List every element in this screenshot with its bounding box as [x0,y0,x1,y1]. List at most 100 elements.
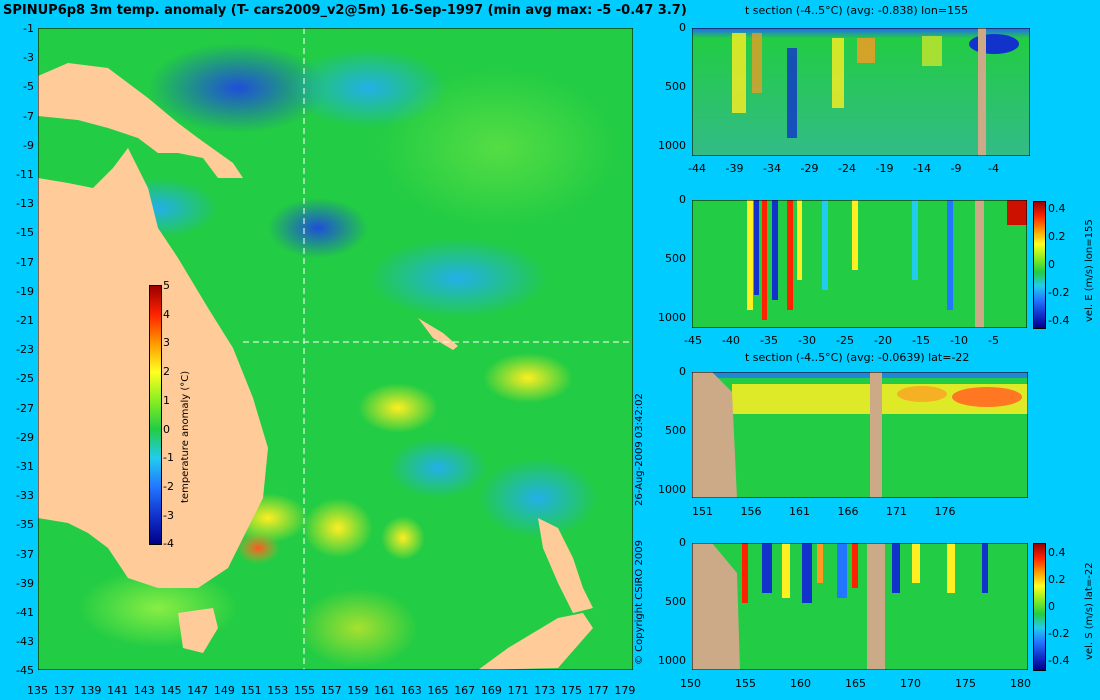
map-x-tick: 165 [427,684,449,697]
section-x-tick: 180 [1010,677,1031,690]
map-colorbar-tick: 0 [163,422,170,436]
section-y-tick: 0 [679,193,686,206]
map-x-tick: 169 [480,684,502,697]
map-y-tick: -1 [23,22,34,35]
section-x-tick: -24 [838,162,856,175]
map-y-tick: -5 [23,80,34,94]
map-y-tick: -21 [16,314,34,327]
sec2-colorbar-tick: 0.4 [1048,202,1066,215]
map-y-tick: -19 [16,284,34,298]
map-y-tick: -35 [16,518,34,532]
section-x-tick: 150 [680,677,701,690]
map-x-tick: 135 [27,684,48,697]
section-x-tick: 161 [789,505,810,518]
sec1-plot [692,28,1030,156]
sec3-title: t section (-4..5°C) (avg: -0.0639) lat=-… [745,351,970,364]
map-x-tick: 163 [400,684,422,697]
map-x-tick: 137 [53,684,75,697]
copyright-text: © Copyright CSIRO 2009 [634,540,645,665]
timestamp-text: 26-Aug-2009 03:42:02 [634,393,645,506]
land-new-guinea [38,63,243,178]
section-x-tick: 166 [837,505,859,518]
sec4-colorbar [1033,543,1046,671]
section-y-tick: 500 [665,80,686,93]
map-colorbar-tick: 5 [163,279,170,292]
map-colorbar-tick: 2 [163,365,170,379]
map-y-tick: -31 [16,460,34,473]
map-title: SPINUP6p8 3m temp. anomaly (T- cars2009_… [3,3,687,18]
sec4-colorbar-tick: 0.2 [1048,573,1066,586]
map-x-tick: 161 [374,684,396,697]
section-y-tick: 1000 [658,139,686,152]
map-x-tick: 139 [80,684,102,697]
section-y-tick: 0 [679,21,686,34]
map-colorbar-label: temperature anomaly (°C) [180,370,191,503]
map-x-tick: 145 [160,684,182,697]
map-x-tick: 151 [240,684,262,697]
section-x-tick: -15 [912,334,930,347]
section-x-tick: 170 [900,677,921,690]
land-nz-south [478,613,593,670]
section-x-tick: 175 [955,677,976,690]
map-colorbar-tick: -3 [163,508,174,522]
sec2-colorbar-tick: 0 [1048,258,1055,271]
map-y-tick: -7 [23,109,34,123]
map-y-tick: -11 [16,168,34,181]
section-x-tick: -14 [913,162,931,175]
sec4-colorbar-label: vel. S (m/s) lat=-22 [1084,562,1095,660]
sec2-plot [692,200,1027,328]
section-x-tick: 156 [740,505,762,518]
land-nz-north [538,518,593,613]
section-y-tick: 1000 [658,483,686,496]
sec4-colorbar-tick: -0.4 [1048,654,1070,667]
section-x-tick: 165 [845,677,866,690]
section-x-tick: -39 [725,162,744,175]
section-x-tick: 151 [692,505,713,518]
section-x-tick: -25 [836,334,854,347]
section-x-tick: -35 [760,334,778,347]
sec4-colorbar-tick: 0 [1048,600,1055,613]
section-x-tick: -45 [684,334,702,347]
sec1-title: t section (-4..5°C) (avg: -0.838) lon=15… [745,4,969,17]
map-x-tick: 159 [347,684,369,697]
map-plot [38,28,633,670]
section-x-tick: -20 [874,334,892,347]
section-y-tick: 500 [665,252,686,265]
map-x-tick: 157 [320,684,342,697]
map-x-tick: 147 [187,684,209,697]
sec2-colorbar [1033,201,1046,329]
sec4-plot [692,543,1028,670]
section-x-tick: -30 [798,334,816,347]
section-x-tick: 171 [886,505,907,518]
map-x-tick: 177 [587,684,609,697]
map-colorbar [149,285,162,545]
map-x-tick: 141 [107,684,129,697]
map-y-tick: -43 [16,635,34,649]
map-y-tick: -9 [23,138,34,152]
land-tasmania [178,608,218,653]
map-y-tick: -3 [23,51,34,65]
map-y-tick: -25 [16,372,34,386]
section-y-tick: 0 [679,536,686,549]
map-y-tick: -13 [16,197,34,211]
map-x-tick: 175 [561,684,582,697]
sec4-colorbar-tick: -0.2 [1048,627,1070,640]
section-x-tick: -40 [722,334,740,347]
map-y-tick: -15 [16,226,34,240]
map-y-tick: -39 [16,576,34,590]
map-y-tick: -29 [16,430,34,444]
map-y-tick: -33 [16,489,34,503]
section-x-tick: -5 [988,334,999,347]
map-x-tick: 149 [213,684,235,697]
map-colorbar-tick: -4 [163,537,174,551]
sec2-colorbar-tick: -0.2 [1048,286,1070,299]
section-y-tick: 500 [665,595,686,608]
sec4-colorbar-tick: 0.4 [1048,546,1066,559]
section-y-tick: 1000 [658,311,686,324]
section-y-tick: 0 [679,365,686,378]
map-x-tick: 143 [133,684,155,697]
map-x-tick: 171 [507,684,529,697]
section-x-tick: 176 [934,505,956,518]
section-y-tick: 1000 [658,654,686,667]
section-x-tick: -29 [800,162,819,175]
